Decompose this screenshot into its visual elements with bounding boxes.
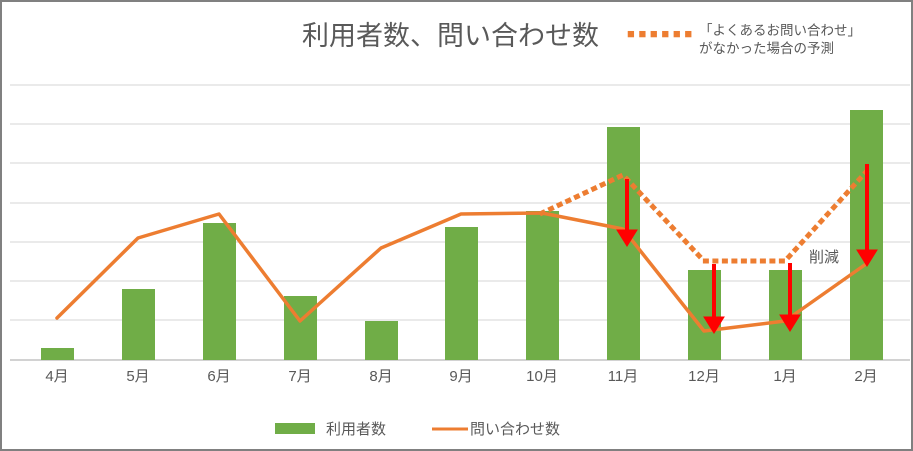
- svg-text:8月: 8月: [369, 368, 392, 385]
- svg-text:9月: 9月: [449, 368, 472, 385]
- svg-text:4月: 4月: [45, 368, 68, 385]
- svg-text:10月: 10月: [526, 368, 558, 385]
- svg-text:5月: 5月: [126, 368, 149, 385]
- svg-text:12月: 12月: [688, 368, 720, 385]
- svg-text:11月: 11月: [608, 368, 639, 385]
- svg-text:2月: 2月: [854, 368, 877, 385]
- svg-text:7月: 7月: [288, 368, 311, 385]
- svg-text:1月: 1月: [773, 368, 796, 385]
- svg-text:問い合わせ数: 問い合わせ数: [470, 421, 560, 438]
- svg-text:6月: 6月: [207, 368, 230, 385]
- svg-text:削減: 削減: [809, 249, 839, 266]
- svg-text:利用者数: 利用者数: [326, 421, 386, 438]
